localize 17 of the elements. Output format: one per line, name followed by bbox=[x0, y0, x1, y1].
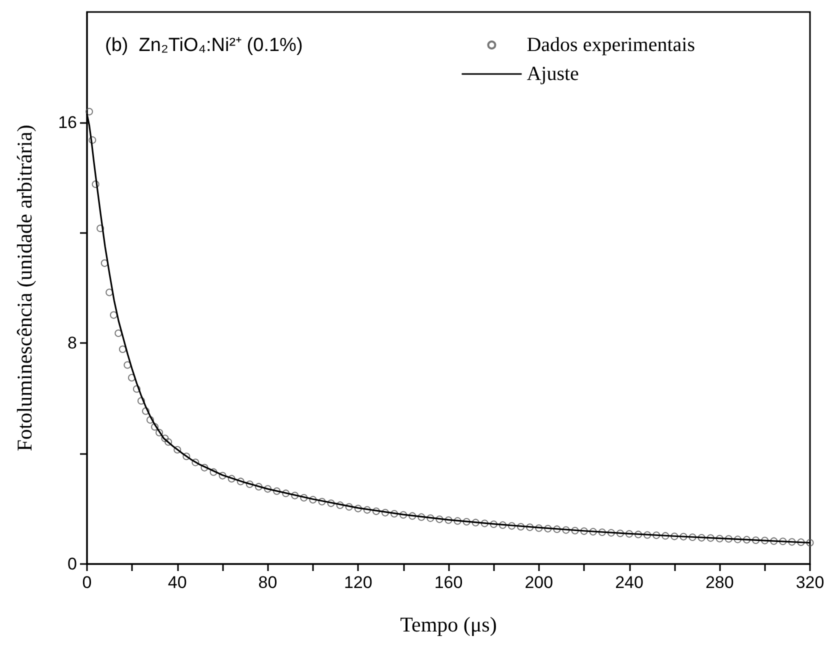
x-tick-label: 240 bbox=[615, 573, 644, 592]
x-tick-label: 160 bbox=[434, 573, 463, 592]
x-tick-label: 0 bbox=[82, 573, 92, 592]
x-tick-label: 40 bbox=[168, 573, 187, 592]
x-tick-label: 120 bbox=[344, 573, 372, 592]
annotation: (b) Zn₂TiO₄:Ni²⁺ (0.1%) bbox=[105, 35, 303, 56]
legend-label: Ajuste bbox=[526, 63, 580, 85]
legend-label: Dados experimentais bbox=[526, 34, 696, 56]
y-tick-label: 16 bbox=[58, 112, 77, 132]
x-tick-label: 80 bbox=[258, 573, 278, 592]
x-tick-label: 320 bbox=[796, 573, 824, 592]
y-tick-label: 8 bbox=[68, 334, 77, 353]
x-axis-title: Tempo (μs) bbox=[400, 612, 497, 636]
x-tick-label: 280 bbox=[705, 573, 734, 592]
y-axis-title: Fotoluminescência (unidade arbitrária) bbox=[12, 124, 36, 452]
x-tick-label: 200 bbox=[524, 573, 554, 592]
y-tick-label: 0 bbox=[68, 554, 77, 574]
